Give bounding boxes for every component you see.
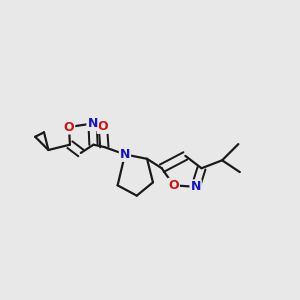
Text: O: O xyxy=(98,120,108,133)
Text: O: O xyxy=(168,179,179,192)
Text: N: N xyxy=(87,117,98,130)
Text: O: O xyxy=(64,121,74,134)
Text: N: N xyxy=(120,148,130,161)
Text: N: N xyxy=(190,180,201,193)
